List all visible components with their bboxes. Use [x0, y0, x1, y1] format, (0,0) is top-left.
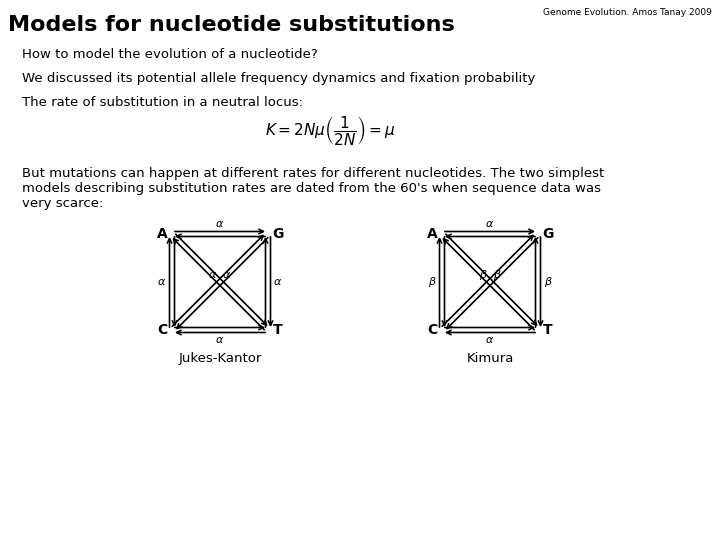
- Text: $\alpha$: $\alpha$: [158, 277, 166, 287]
- Text: C: C: [157, 323, 167, 337]
- Text: T: T: [543, 323, 553, 337]
- Text: Jukes-Kantor: Jukes-Kantor: [179, 352, 261, 365]
- Text: G: G: [272, 227, 284, 241]
- Text: $\beta$: $\beta$: [492, 268, 501, 282]
- Text: Genome Evolution. Amos Tanay 2009: Genome Evolution. Amos Tanay 2009: [543, 8, 712, 17]
- Text: $\alpha$: $\alpha$: [274, 277, 282, 287]
- Text: $\beta$: $\beta$: [428, 275, 436, 289]
- Text: $\beta$: $\beta$: [544, 275, 552, 289]
- Text: Kimura: Kimura: [467, 352, 513, 365]
- Text: We discussed its potential allele frequency dynamics and fixation probability: We discussed its potential allele freque…: [22, 72, 536, 85]
- Text: A: A: [427, 227, 437, 241]
- Text: C: C: [427, 323, 437, 337]
- Text: But mutations can happen at different rates for different nucleotides. The two s: But mutations can happen at different ra…: [22, 167, 604, 210]
- Text: Models for nucleotide substitutions: Models for nucleotide substitutions: [8, 15, 455, 35]
- Text: $\alpha$: $\alpha$: [485, 219, 495, 229]
- Text: A: A: [157, 227, 167, 241]
- Text: $\beta$: $\beta$: [479, 268, 487, 282]
- Text: $\alpha$: $\alpha$: [485, 335, 495, 345]
- Text: $K = 2N\mu\left(\dfrac{1}{2N}\right) = \mu$: $K = 2N\mu\left(\dfrac{1}{2N}\right) = \…: [265, 113, 395, 146]
- Text: $\alpha$: $\alpha$: [215, 219, 225, 229]
- Text: How to model the evolution of a nucleotide?: How to model the evolution of a nucleoti…: [22, 48, 318, 61]
- Text: $\alpha$: $\alpha$: [222, 270, 232, 280]
- Text: $\alpha$: $\alpha$: [208, 270, 217, 280]
- Text: G: G: [542, 227, 554, 241]
- Text: $\alpha$: $\alpha$: [215, 335, 225, 345]
- Text: T: T: [273, 323, 283, 337]
- Text: The rate of substitution in a neutral locus:: The rate of substitution in a neutral lo…: [22, 96, 303, 109]
